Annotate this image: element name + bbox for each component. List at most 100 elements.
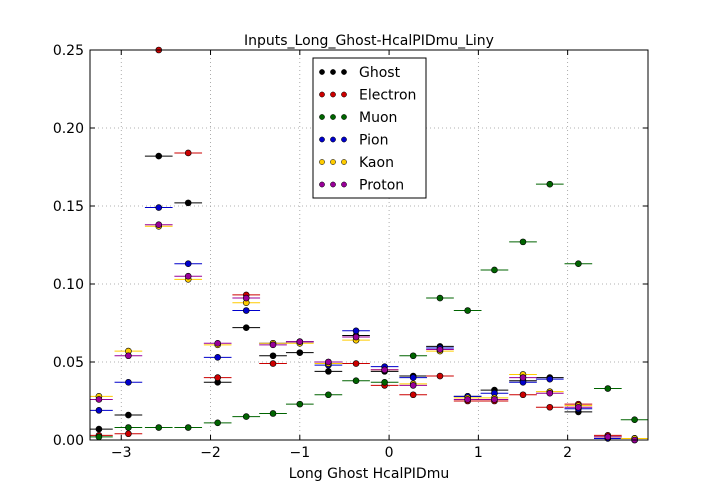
legend-item-muon: Muon: [319, 110, 397, 126]
legend-marker: [330, 69, 336, 75]
data-point: [125, 411, 132, 419]
data-point: [214, 374, 221, 381]
data-point: [464, 396, 471, 403]
chart-title: Inputs_Long_Ghost-HcalPIDmu_Liny: [244, 33, 494, 49]
data-point: [519, 238, 527, 246]
data-point: [269, 410, 277, 417]
data-point: [604, 433, 612, 441]
legend-marker: [319, 159, 325, 165]
x-tick-label: 2: [563, 445, 572, 461]
data-point: [409, 382, 417, 389]
axes: −3 −2 −1 0 1 2 0.00 0.05 0.10 0.15 0.20 0.25: [53, 43, 648, 461]
y-tick-label: 0.00: [53, 433, 84, 449]
legend-marker: [319, 114, 325, 120]
data-point: [269, 352, 277, 360]
legend-marker: [341, 181, 347, 188]
data-point: [155, 424, 163, 431]
y-tick-label: 0.25: [53, 43, 84, 59]
data-point: [184, 260, 192, 268]
data-point: [575, 260, 582, 268]
data-point: [95, 396, 103, 403]
data-point: [604, 385, 612, 392]
data-point: [325, 391, 332, 399]
data-point: [242, 413, 250, 420]
data-point: [296, 400, 304, 408]
data-point: [184, 424, 192, 431]
data-point: [409, 374, 417, 381]
data-point: [242, 324, 250, 331]
data-point: [95, 407, 103, 414]
legend-marker: [330, 91, 336, 98]
data-point: [491, 266, 498, 274]
y-tick-label: 0.15: [53, 199, 84, 215]
data-point: [155, 204, 163, 211]
legend-box: [312, 57, 427, 199]
legend-marker: [330, 159, 336, 165]
data-point: [546, 403, 554, 411]
data-point: [546, 389, 554, 397]
legend-label: Proton: [359, 178, 404, 194]
legend-marker: [341, 114, 347, 120]
legend-label: Muon: [359, 110, 397, 126]
data-point: [381, 366, 388, 374]
x-tick-label: 0: [385, 445, 394, 461]
legend-item-proton: Proton: [319, 178, 404, 194]
legend-marker: [330, 181, 336, 188]
y-tick-label: 0.20: [53, 121, 84, 137]
data-point: [519, 374, 527, 381]
plot-frame: [89, 49, 649, 441]
x-tick-label: −2: [200, 445, 221, 461]
data-point: [125, 378, 132, 386]
data-point: [436, 294, 444, 302]
data-point: [325, 358, 332, 366]
data-point: [125, 430, 132, 438]
data-point: [242, 307, 250, 314]
data-point: [546, 180, 554, 188]
data-series: [90, 46, 648, 444]
legend-marker: [341, 136, 347, 143]
legend-marker: [341, 159, 347, 165]
data-point: [409, 391, 417, 399]
data-point: [95, 425, 103, 433]
data-point: [296, 338, 304, 346]
legend-marker: [319, 136, 325, 143]
data-point: [184, 272, 192, 280]
y-tick-label: 0.10: [53, 277, 84, 293]
legend-item-kaon: Kaon: [319, 155, 394, 171]
series-proton: [90, 221, 648, 444]
data-point: [214, 354, 221, 361]
data-point: [519, 391, 527, 399]
data-point: [214, 419, 221, 427]
data-point: [125, 424, 132, 431]
legend-label: Ghost: [359, 65, 401, 81]
data-point: [436, 346, 444, 353]
legend-item-ghost: Ghost: [319, 65, 401, 81]
data-point: [381, 378, 388, 386]
legend-label: Kaon: [359, 155, 394, 171]
x-tick-label: −3: [111, 445, 132, 461]
legend-marker: [330, 136, 336, 143]
data-point: [269, 360, 277, 367]
data-point: [352, 377, 360, 385]
series-muon: [90, 180, 648, 441]
x-axis-label: Long Ghost HcalPIDmu: [289, 466, 449, 482]
data-point: [352, 327, 360, 335]
data-point: [155, 152, 163, 160]
data-point: [214, 339, 221, 347]
legend-marker: [341, 69, 347, 75]
data-point: [242, 294, 250, 302]
data-point: [464, 307, 471, 314]
legend-marker: [319, 91, 325, 98]
data-point: [155, 221, 163, 229]
x-tick-label: 1: [474, 445, 483, 461]
x-tick-label: −1: [289, 445, 310, 461]
data-point: [184, 149, 192, 157]
data-point: [491, 396, 498, 403]
data-point: [184, 199, 192, 207]
data-point: [631, 416, 638, 424]
data-point: [352, 360, 360, 367]
legend-marker: [330, 114, 336, 120]
y-tick-label: 0.05: [53, 355, 84, 371]
legend-label: Electron: [359, 88, 416, 104]
